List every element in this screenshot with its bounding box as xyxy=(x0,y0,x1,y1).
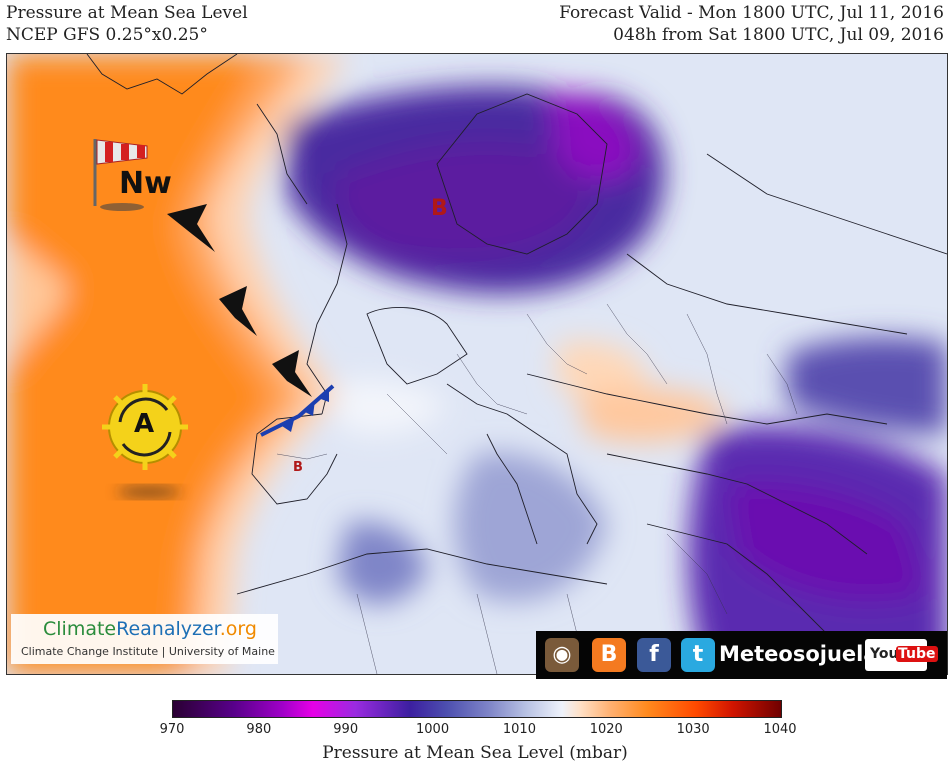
colorbar-tick: 1020 xyxy=(589,722,623,737)
colorbar-tick: 1030 xyxy=(676,722,710,737)
colorbar-tick: 970 xyxy=(159,722,185,737)
small-low-pressure-label: B xyxy=(293,460,303,475)
wind-direction-label: Nw xyxy=(119,166,172,201)
instagram-icon[interactable]: ◉ xyxy=(545,638,579,672)
forecast-valid: Forecast Valid - Mon 1800 UTC, Jul 11, 2… xyxy=(559,3,944,23)
high-pressure-label: A xyxy=(134,409,155,439)
colorbar xyxy=(172,700,782,718)
facebook-icon[interactable]: f xyxy=(637,638,671,672)
colorbar-label: Pressure at Mean Sea Level (mbar) xyxy=(322,743,628,763)
header-left: Pressure at Mean Sea Level NCEP GFS 0.25… xyxy=(6,2,248,46)
colorbar-tick: 980 xyxy=(246,722,272,737)
high-pressure-icon xyxy=(102,384,188,498)
map-canvas xyxy=(7,54,947,674)
colorbar-tick: 1000 xyxy=(416,722,450,737)
pressure-map: Nw A B B xyxy=(6,53,948,675)
pressure-field xyxy=(7,54,947,674)
climate-reanalyzer-logo: ClimateReanalyzer.org Climate Change Ins… xyxy=(11,614,278,664)
map-title: Pressure at Mean Sea Level xyxy=(6,3,248,23)
logo-subtitle: Climate Change Institute | University of… xyxy=(21,645,275,658)
model-label: NCEP GFS 0.25°x0.25° xyxy=(6,25,208,45)
wind-arrow-icon xyxy=(167,204,312,397)
youtube-icon[interactable]: You Tube xyxy=(865,639,938,671)
cold-front-icon xyxy=(260,384,335,437)
twitter-icon[interactable]: t xyxy=(681,638,715,672)
brand-name: Meteosojuela xyxy=(719,642,878,666)
header-right: Forecast Valid - Mon 1800 UTC, Jul 11, 2… xyxy=(559,2,944,46)
social-banner: ◉ B f t Meteosojuela You Tube xyxy=(536,631,947,679)
low-pressure-label: B xyxy=(431,196,448,221)
logo-name: ClimateReanalyzer.org xyxy=(43,618,257,640)
colorbar-tick: 1040 xyxy=(763,722,797,737)
windsock-icon xyxy=(93,139,148,211)
blogger-icon[interactable]: B xyxy=(592,638,626,672)
colorbar-tick: 990 xyxy=(333,722,359,737)
coastlines xyxy=(86,54,947,655)
borders xyxy=(276,303,798,674)
forecast-lead: 048h from Sat 1800 UTC, Jul 09, 2016 xyxy=(613,25,944,45)
colorbar-tick: 1010 xyxy=(502,722,536,737)
